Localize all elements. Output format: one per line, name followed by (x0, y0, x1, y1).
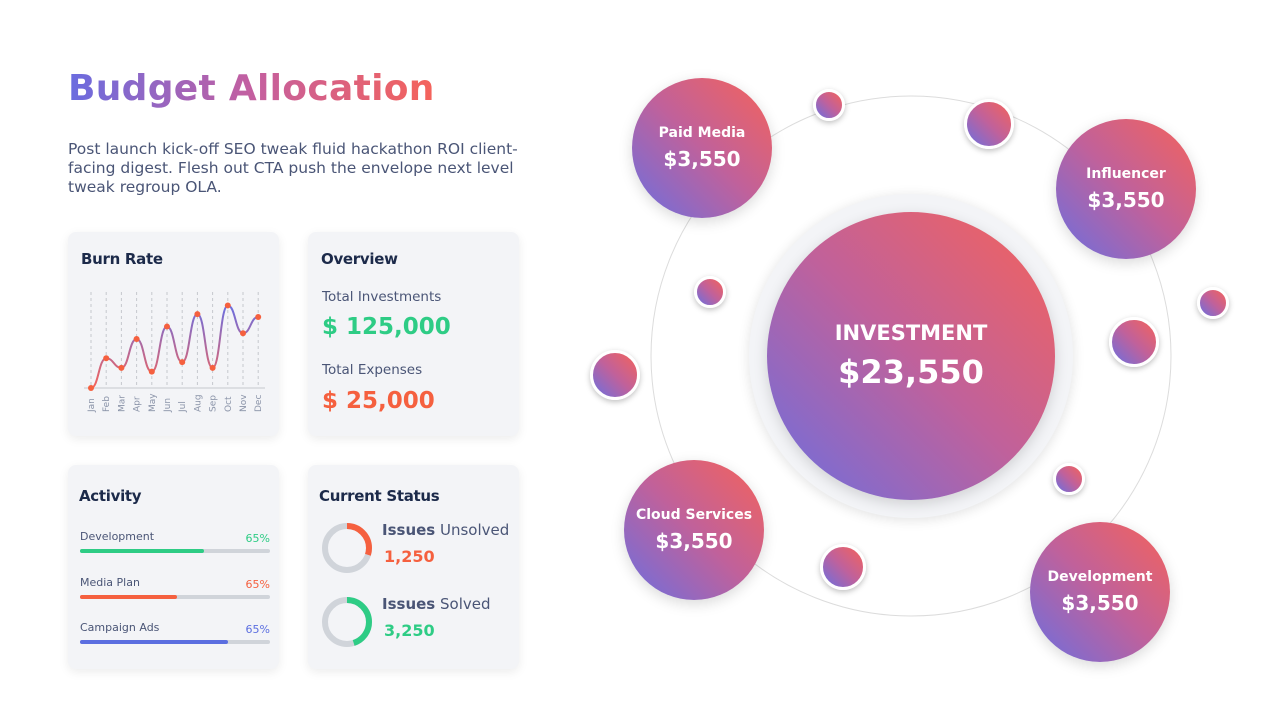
total-expenses-value: $ 25,000 (322, 388, 435, 414)
x-tick-label: Feb (102, 396, 112, 412)
donut-chart (322, 597, 372, 647)
data-point (240, 330, 246, 337)
activity-progress-bar (80, 640, 270, 644)
progress-fill (80, 640, 229, 644)
x-tick-label: Nov (239, 394, 249, 412)
burn-rate-card: Burn Rate Jan Feb Mar Apr May Jun Jul Aug Sep Oct… (68, 232, 279, 436)
category-name: Cloud Services (635, 507, 753, 523)
data-point (133, 336, 140, 343)
activity-card: Activity Development 65% Media Plan 65% Camp… (68, 465, 279, 669)
data-point (148, 368, 155, 375)
x-tick-label: Aug (193, 394, 203, 412)
activity-percent: 65% (245, 623, 270, 636)
decorative-dot (1053, 463, 1085, 495)
category-name: Development (1047, 569, 1153, 585)
current-status-card: Current Status Issues Unsolved 1,250 Issue… (308, 465, 519, 669)
decorative-dot (820, 544, 866, 590)
status-label: Issues Solved (382, 595, 491, 613)
x-tick-label: Mar (117, 395, 127, 412)
decorative-dot (1197, 287, 1229, 319)
status-label-bold: Issues (382, 595, 436, 613)
activity-row: Campaign Ads 65% (80, 621, 270, 644)
decorative-dot (813, 89, 845, 121)
x-tick-label: Jan (87, 398, 97, 413)
x-tick-label: Oct (224, 396, 234, 412)
investment-circle: INVESTMENT $23,550 (767, 212, 1055, 500)
activity-row: Development 65% (80, 530, 270, 553)
activity-progress-bar (80, 595, 270, 599)
data-point (103, 355, 110, 362)
data-point (164, 323, 170, 330)
status-label: Issues Unsolved (382, 521, 509, 539)
x-tick-label: Jun (163, 398, 173, 413)
category-value: $3,550 (655, 529, 733, 553)
category-circle: Development $3,550 (1030, 522, 1170, 662)
overview-card: Overview Total Investments $ 125,000 Tot… (308, 232, 519, 436)
page-title: Budget Allocation (68, 68, 435, 109)
data-point (255, 313, 262, 320)
category-circle: Cloud Services $3,550 (624, 460, 764, 600)
total-expenses-label: Total Expenses (322, 362, 423, 378)
data-point (179, 359, 186, 366)
x-tick-label: Apr (133, 396, 143, 412)
status-value: 1,250 (384, 547, 435, 566)
donut-chart (322, 523, 372, 573)
decorative-dot (1109, 317, 1159, 367)
decorative-dot (694, 276, 726, 308)
category-circle: Paid Media $3,550 (632, 78, 772, 218)
x-tick-label: Dec (254, 395, 264, 412)
data-point (224, 302, 231, 309)
activity-percent: 65% (245, 532, 270, 545)
activity-percent: 65% (245, 578, 270, 591)
investment-label: INVESTMENT (834, 321, 988, 345)
decorative-dot (964, 99, 1014, 149)
burn-rate-title: Burn Rate (81, 250, 163, 268)
x-tick-label: Jul (178, 401, 188, 413)
category-name: Paid Media (658, 125, 746, 141)
activity-label: Development (80, 530, 155, 543)
data-point (88, 385, 94, 391)
burn-rate-chart: Jan Feb Mar Apr May Jun Jul Aug Sep Oct Nov Dec (84, 292, 265, 413)
category-value: $3,550 (663, 147, 741, 171)
x-tick-label: May (148, 393, 158, 412)
overview-title: Overview (321, 250, 398, 268)
progress-fill (80, 595, 177, 599)
data-point (118, 364, 125, 371)
progress-fill (80, 549, 204, 553)
data-point (194, 311, 201, 318)
activity-title: Activity (79, 487, 142, 505)
category-circle: Influencer $3,550 (1056, 119, 1196, 259)
category-value: $3,550 (1087, 188, 1165, 212)
activity-label: Campaign Ads (80, 621, 160, 634)
category-name: Influencer (1086, 166, 1166, 182)
status-label-text: Unsolved (440, 521, 510, 539)
status-label-bold: Issues (382, 521, 436, 539)
activity-label: Media Plan (80, 576, 140, 589)
decorative-dot (590, 350, 640, 400)
x-tick-label: Sep (209, 395, 219, 412)
status-label-text: Solved (440, 595, 491, 613)
total-investments-label: Total Investments (322, 289, 442, 305)
donut-fill (322, 523, 372, 573)
total-investments-value: $ 125,000 (322, 314, 451, 340)
activity-progress-bar (80, 549, 270, 553)
category-value: $3,550 (1061, 591, 1139, 615)
page-description: Post launch kick-off SEO tweak fluid hac… (68, 140, 518, 196)
data-point (209, 364, 216, 371)
investment-value: $23,550 (838, 353, 984, 391)
activity-row: Media Plan 65% (80, 576, 270, 599)
current-status-title: Current Status (319, 487, 440, 505)
donut-fill (322, 597, 372, 647)
status-value: 3,250 (384, 621, 435, 640)
